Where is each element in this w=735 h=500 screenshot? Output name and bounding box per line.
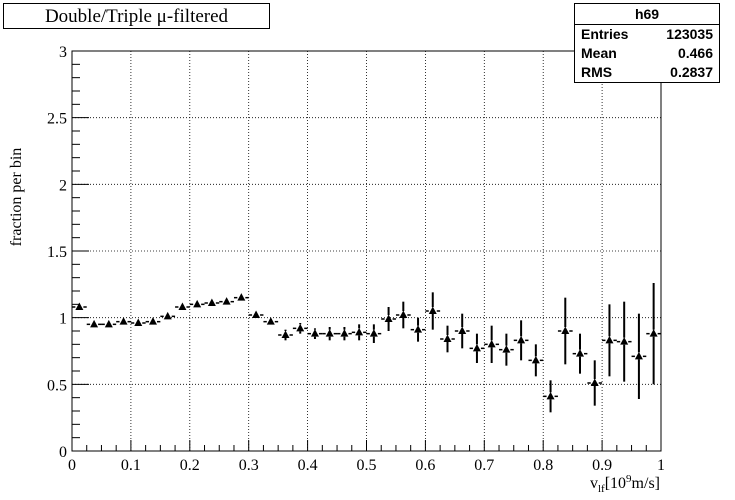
x-tick-label: 0.9 bbox=[592, 457, 612, 474]
x-tick-label: 0.1 bbox=[121, 457, 141, 474]
grid-lines bbox=[72, 51, 661, 451]
data-point bbox=[219, 297, 234, 305]
y-tick-label: 1.5 bbox=[47, 244, 67, 261]
data-point bbox=[469, 333, 485, 363]
y-tick-label: 3 bbox=[59, 44, 67, 61]
x-tick-label: 0.5 bbox=[357, 457, 377, 474]
data-point bbox=[513, 320, 529, 361]
stats-rms-value: 0.2837 bbox=[670, 64, 713, 80]
data-point bbox=[337, 327, 352, 341]
data-point bbox=[307, 328, 323, 339]
data-point bbox=[395, 301, 411, 329]
stats-row-entries: Entries 123035 bbox=[575, 25, 719, 44]
data-point bbox=[440, 325, 455, 353]
y-tick-label: 2.5 bbox=[47, 111, 67, 128]
data-point bbox=[484, 325, 500, 363]
x-tick-label: 0.6 bbox=[415, 457, 435, 474]
data-point bbox=[646, 283, 661, 385]
y-axis-label: fraction per bin bbox=[8, 148, 25, 247]
data-point bbox=[248, 310, 264, 318]
stats-row-mean: Mean 0.466 bbox=[575, 44, 719, 63]
y-tick-label: 1 bbox=[59, 311, 67, 328]
y-tick-label: 0.5 bbox=[47, 377, 67, 394]
stats-rms-label: RMS bbox=[581, 64, 613, 80]
stats-entries-value: 123035 bbox=[666, 26, 713, 42]
data-point bbox=[557, 297, 573, 365]
x-tick-label: 1 bbox=[657, 457, 665, 474]
data-point bbox=[233, 293, 249, 301]
data-point bbox=[425, 292, 441, 330]
y-tick-label: 2 bbox=[59, 177, 67, 194]
data-point bbox=[528, 344, 544, 377]
data-point bbox=[263, 317, 279, 325]
data-point bbox=[292, 323, 308, 334]
stats-box: h69 Entries 123035 Mean 0.466 RMS 0.2837 bbox=[574, 3, 720, 83]
data-point bbox=[366, 324, 382, 343]
data-point bbox=[454, 313, 470, 349]
x-tick-label: 0.4 bbox=[298, 457, 318, 474]
x-axis-label: vlf[109m/s] bbox=[590, 473, 660, 495]
x-tick-label: 0.2 bbox=[180, 457, 200, 474]
data-point bbox=[381, 307, 396, 331]
data-point bbox=[587, 360, 603, 406]
data-point bbox=[602, 304, 617, 377]
data-point bbox=[572, 333, 588, 374]
data-point bbox=[543, 380, 558, 413]
data-point bbox=[616, 301, 632, 382]
stats-entries-label: Entries bbox=[581, 26, 629, 42]
data-point bbox=[322, 327, 338, 341]
stats-mean-label: Mean bbox=[581, 45, 617, 61]
data-point bbox=[631, 313, 647, 399]
x-tick-label: 0 bbox=[68, 457, 76, 474]
tick-labels: 0 0.1 0.2 0.3 0.4 0.5 0.6 0.7 0.8 0.9 1 0 0.5 1 1.5 2 2.… bbox=[47, 44, 665, 474]
data-points bbox=[72, 283, 661, 413]
data-point bbox=[130, 318, 146, 326]
x-tick-label: 0.3 bbox=[239, 457, 259, 474]
data-point bbox=[72, 302, 87, 310]
data-point bbox=[145, 317, 161, 325]
data-point bbox=[101, 319, 117, 328]
data-point bbox=[410, 317, 426, 342]
stats-histogram-name: h69 bbox=[575, 4, 719, 25]
data-point bbox=[278, 329, 293, 341]
data-point bbox=[204, 298, 220, 306]
chart-title: Double/Triple μ-filtered bbox=[3, 3, 270, 29]
y-tick-label: 0 bbox=[59, 444, 67, 461]
x-tick-label: 0.8 bbox=[533, 457, 553, 474]
data-point bbox=[86, 319, 102, 328]
data-point bbox=[499, 333, 514, 366]
stats-mean-value: 0.466 bbox=[677, 45, 713, 61]
data-point bbox=[175, 302, 190, 310]
data-point bbox=[116, 317, 131, 325]
x-tick-label: 0.7 bbox=[474, 457, 494, 474]
data-point bbox=[189, 299, 205, 308]
axis-ticks bbox=[71, 50, 662, 452]
data-point bbox=[351, 324, 367, 341]
data-point bbox=[160, 311, 176, 320]
stats-row-rms: RMS 0.2837 bbox=[575, 63, 719, 82]
